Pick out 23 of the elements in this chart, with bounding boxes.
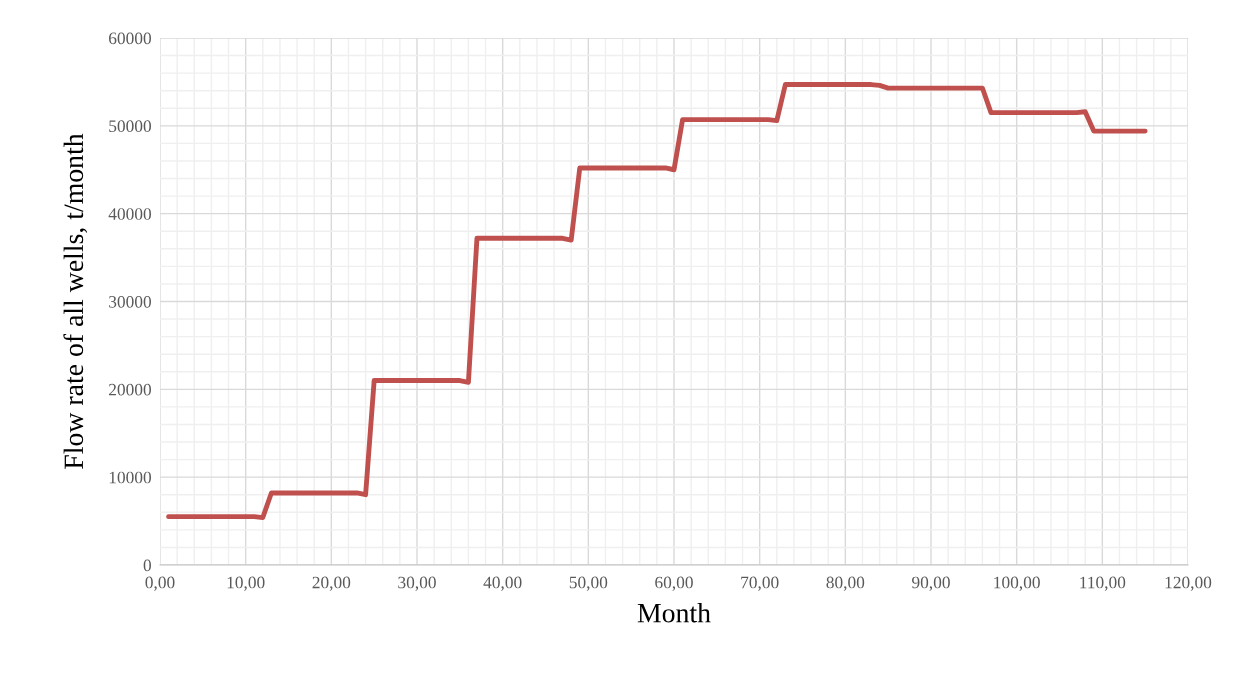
x-axis-title: Month — [637, 602, 711, 623]
x-tick-label: 10,00 — [227, 576, 265, 591]
y-tick-label: 30000 — [109, 295, 151, 308]
x-tick-label: 100,00 — [994, 576, 1040, 591]
x-tick-label: 30,00 — [398, 576, 436, 591]
x-tick-label: 80,00 — [826, 576, 865, 591]
y-tick-label: 20000 — [109, 383, 151, 396]
x-tick-label: 20,00 — [312, 576, 351, 591]
x-tick-label: 70,00 — [741, 576, 779, 591]
y-tick-label: 10000 — [109, 471, 151, 484]
x-tick-label: 120,00 — [1165, 576, 1212, 591]
x-tick-label: 40,00 — [483, 576, 522, 591]
x-tick-label: 0,00 — [145, 576, 175, 591]
y-axis-title: Flow rate of all wells, t/month — [63, 133, 88, 469]
y-tick-label: 0 — [143, 559, 151, 572]
y-tick-label: 40000 — [108, 208, 151, 220]
x-tick-label: 90,00 — [912, 576, 950, 591]
line-series — [166, 82, 1148, 520]
x-tick-label: 50,00 — [569, 576, 608, 591]
y-tick-label: 60000 — [109, 32, 151, 45]
x-tick-label: 60,00 — [655, 576, 693, 591]
y-tick-label: 50000 — [109, 120, 151, 133]
x-tick-label: 110,00 — [1080, 576, 1126, 591]
